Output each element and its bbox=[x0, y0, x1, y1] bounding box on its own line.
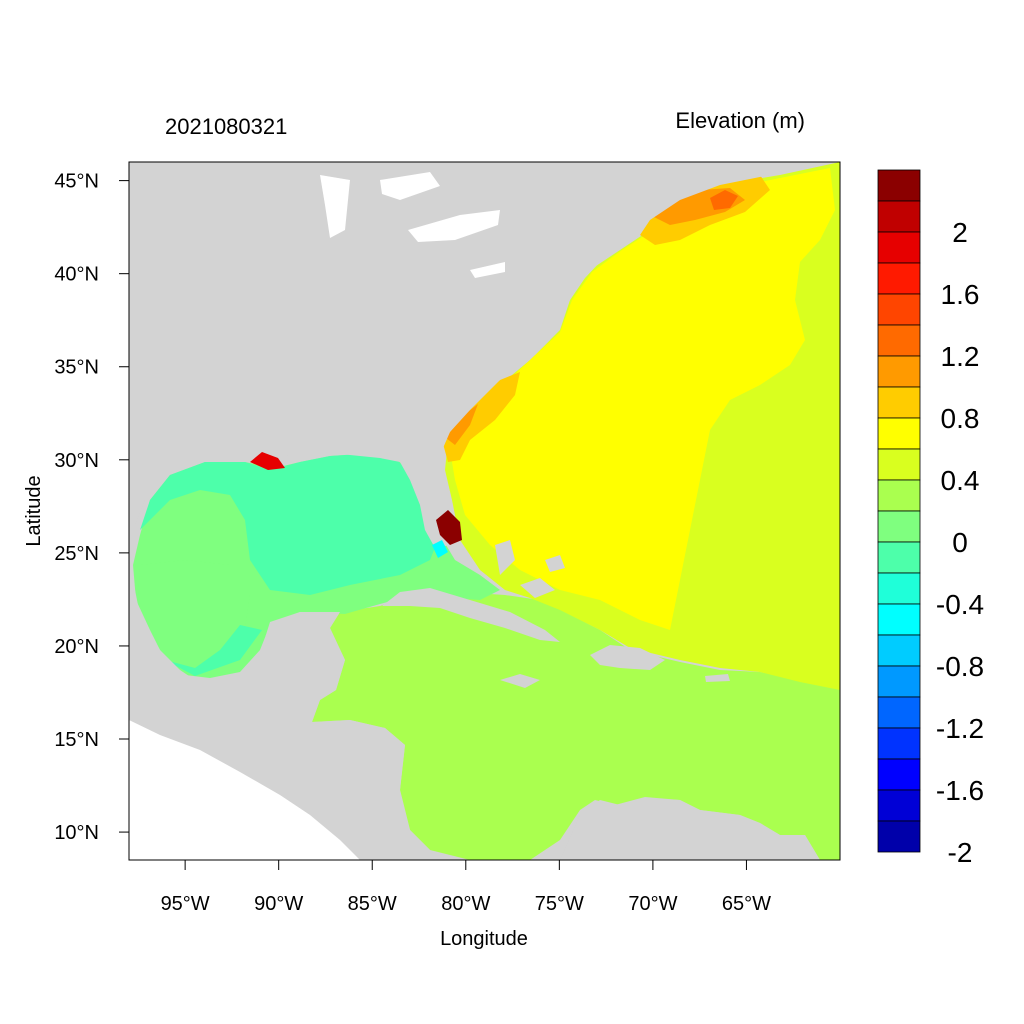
colorbar-swatch bbox=[877, 169, 921, 202]
colorbar-swatch bbox=[877, 696, 921, 729]
colorbar-label: 1.6 bbox=[941, 279, 980, 310]
southeast-coast-high-field bbox=[446, 404, 478, 445]
bay-of-fundy-field bbox=[710, 190, 738, 210]
colorbar-swatch bbox=[877, 417, 921, 450]
lat-tick-label: 30°N bbox=[54, 450, 99, 472]
colorbar-swatch bbox=[877, 231, 921, 264]
colorbar-swatch bbox=[877, 386, 921, 419]
caribbean-sea-field bbox=[312, 592, 840, 860]
colorbar-swatch bbox=[877, 789, 921, 822]
colorbar-swatch bbox=[877, 820, 921, 853]
colorbar-swatch bbox=[877, 448, 921, 481]
x-axis-label: Longitude bbox=[440, 928, 528, 950]
louisiana-surge-field bbox=[250, 452, 285, 470]
colorbar-swatch bbox=[877, 634, 921, 667]
florida-keys-field bbox=[432, 540, 448, 558]
colorbar-swatch bbox=[877, 355, 921, 388]
colorbar-swatch bbox=[877, 200, 921, 233]
colorbar-swatch bbox=[877, 603, 921, 636]
great-lakes-water bbox=[320, 172, 505, 278]
colorbar-label: 1.2 bbox=[941, 341, 980, 372]
southeast-coast-field bbox=[442, 372, 520, 462]
lat-tick-label: 10°N bbox=[54, 822, 99, 844]
colorbar-swatch bbox=[877, 758, 921, 791]
colorbar-swatch bbox=[877, 541, 921, 574]
latitude-ticks: 45°N 40°N 35°N 30°N 25°N 20°N 15°N 10°N bbox=[54, 171, 129, 844]
lat-tick-label: 45°N bbox=[54, 171, 99, 193]
colorbar-label: -0.4 bbox=[936, 589, 984, 620]
colorbar-legend: 2 1.6 1.2 0.8 0.4 0 -0.4 -0.8 -1.2 -1.6 -2 bbox=[877, 169, 984, 868]
gulf-west-field bbox=[138, 560, 250, 676]
lon-tick-label: 90°W bbox=[254, 893, 303, 915]
atlantic-core-field bbox=[450, 168, 835, 630]
north-america-land bbox=[129, 162, 840, 548]
colorbar-swatch bbox=[877, 727, 921, 760]
puerto-rico-land bbox=[705, 674, 730, 682]
lon-tick-label: 95°W bbox=[161, 893, 210, 915]
bahamas-land bbox=[495, 540, 565, 598]
colorbar-label: 2 bbox=[952, 217, 968, 248]
plot-frame bbox=[128, 161, 841, 861]
gulf-east-field bbox=[140, 454, 440, 595]
colorbar-label: -1.6 bbox=[936, 775, 984, 806]
lat-tick-label: 15°N bbox=[54, 729, 99, 751]
lon-tick-label: 85°W bbox=[348, 893, 397, 915]
colorbar-swatch bbox=[877, 665, 921, 698]
colorbar-label: 0 bbox=[952, 527, 968, 558]
colorbar-label: 0.8 bbox=[941, 403, 980, 434]
lat-tick-label: 25°N bbox=[54, 543, 99, 565]
gulf-coastal-field bbox=[165, 625, 262, 676]
date-label: 2021080321 bbox=[165, 114, 287, 139]
lat-tick-label: 35°N bbox=[54, 357, 99, 379]
colorbar-swatch bbox=[877, 293, 921, 326]
lon-tick-label: 75°W bbox=[535, 893, 584, 915]
colorbar-label: 0.4 bbox=[941, 465, 980, 496]
jamaica-land bbox=[500, 674, 540, 688]
lat-tick-label: 40°N bbox=[54, 264, 99, 286]
cuba-land bbox=[382, 588, 560, 642]
south-america-land bbox=[560, 798, 820, 860]
map-plot-area bbox=[129, 162, 840, 860]
colorbar-label: -1.2 bbox=[936, 713, 984, 744]
florida-surge-field bbox=[436, 510, 462, 545]
colorbar-swatch bbox=[877, 262, 921, 295]
lon-tick-label: 70°W bbox=[628, 893, 677, 915]
y-axis-label: Latitude bbox=[23, 475, 45, 546]
lon-tick-label: 65°W bbox=[722, 893, 771, 915]
lon-tick-label: 80°W bbox=[441, 893, 490, 915]
colorbar-swatch bbox=[877, 510, 921, 543]
lat-tick-label: 20°N bbox=[54, 636, 99, 658]
pacific-water bbox=[129, 720, 360, 860]
longitude-ticks: 95°W 90°W 85°W 80°W 75°W 70°W 65°W bbox=[161, 860, 771, 915]
colorbar-swatch bbox=[877, 324, 921, 357]
variable-label: Elevation (m) bbox=[675, 108, 805, 133]
colorbar-label: -2 bbox=[948, 837, 973, 868]
hispaniola-land bbox=[590, 645, 665, 670]
colorbar-swatch bbox=[877, 572, 921, 605]
colorbar-label: -0.8 bbox=[936, 651, 984, 682]
colorbar-swatch bbox=[877, 479, 921, 512]
